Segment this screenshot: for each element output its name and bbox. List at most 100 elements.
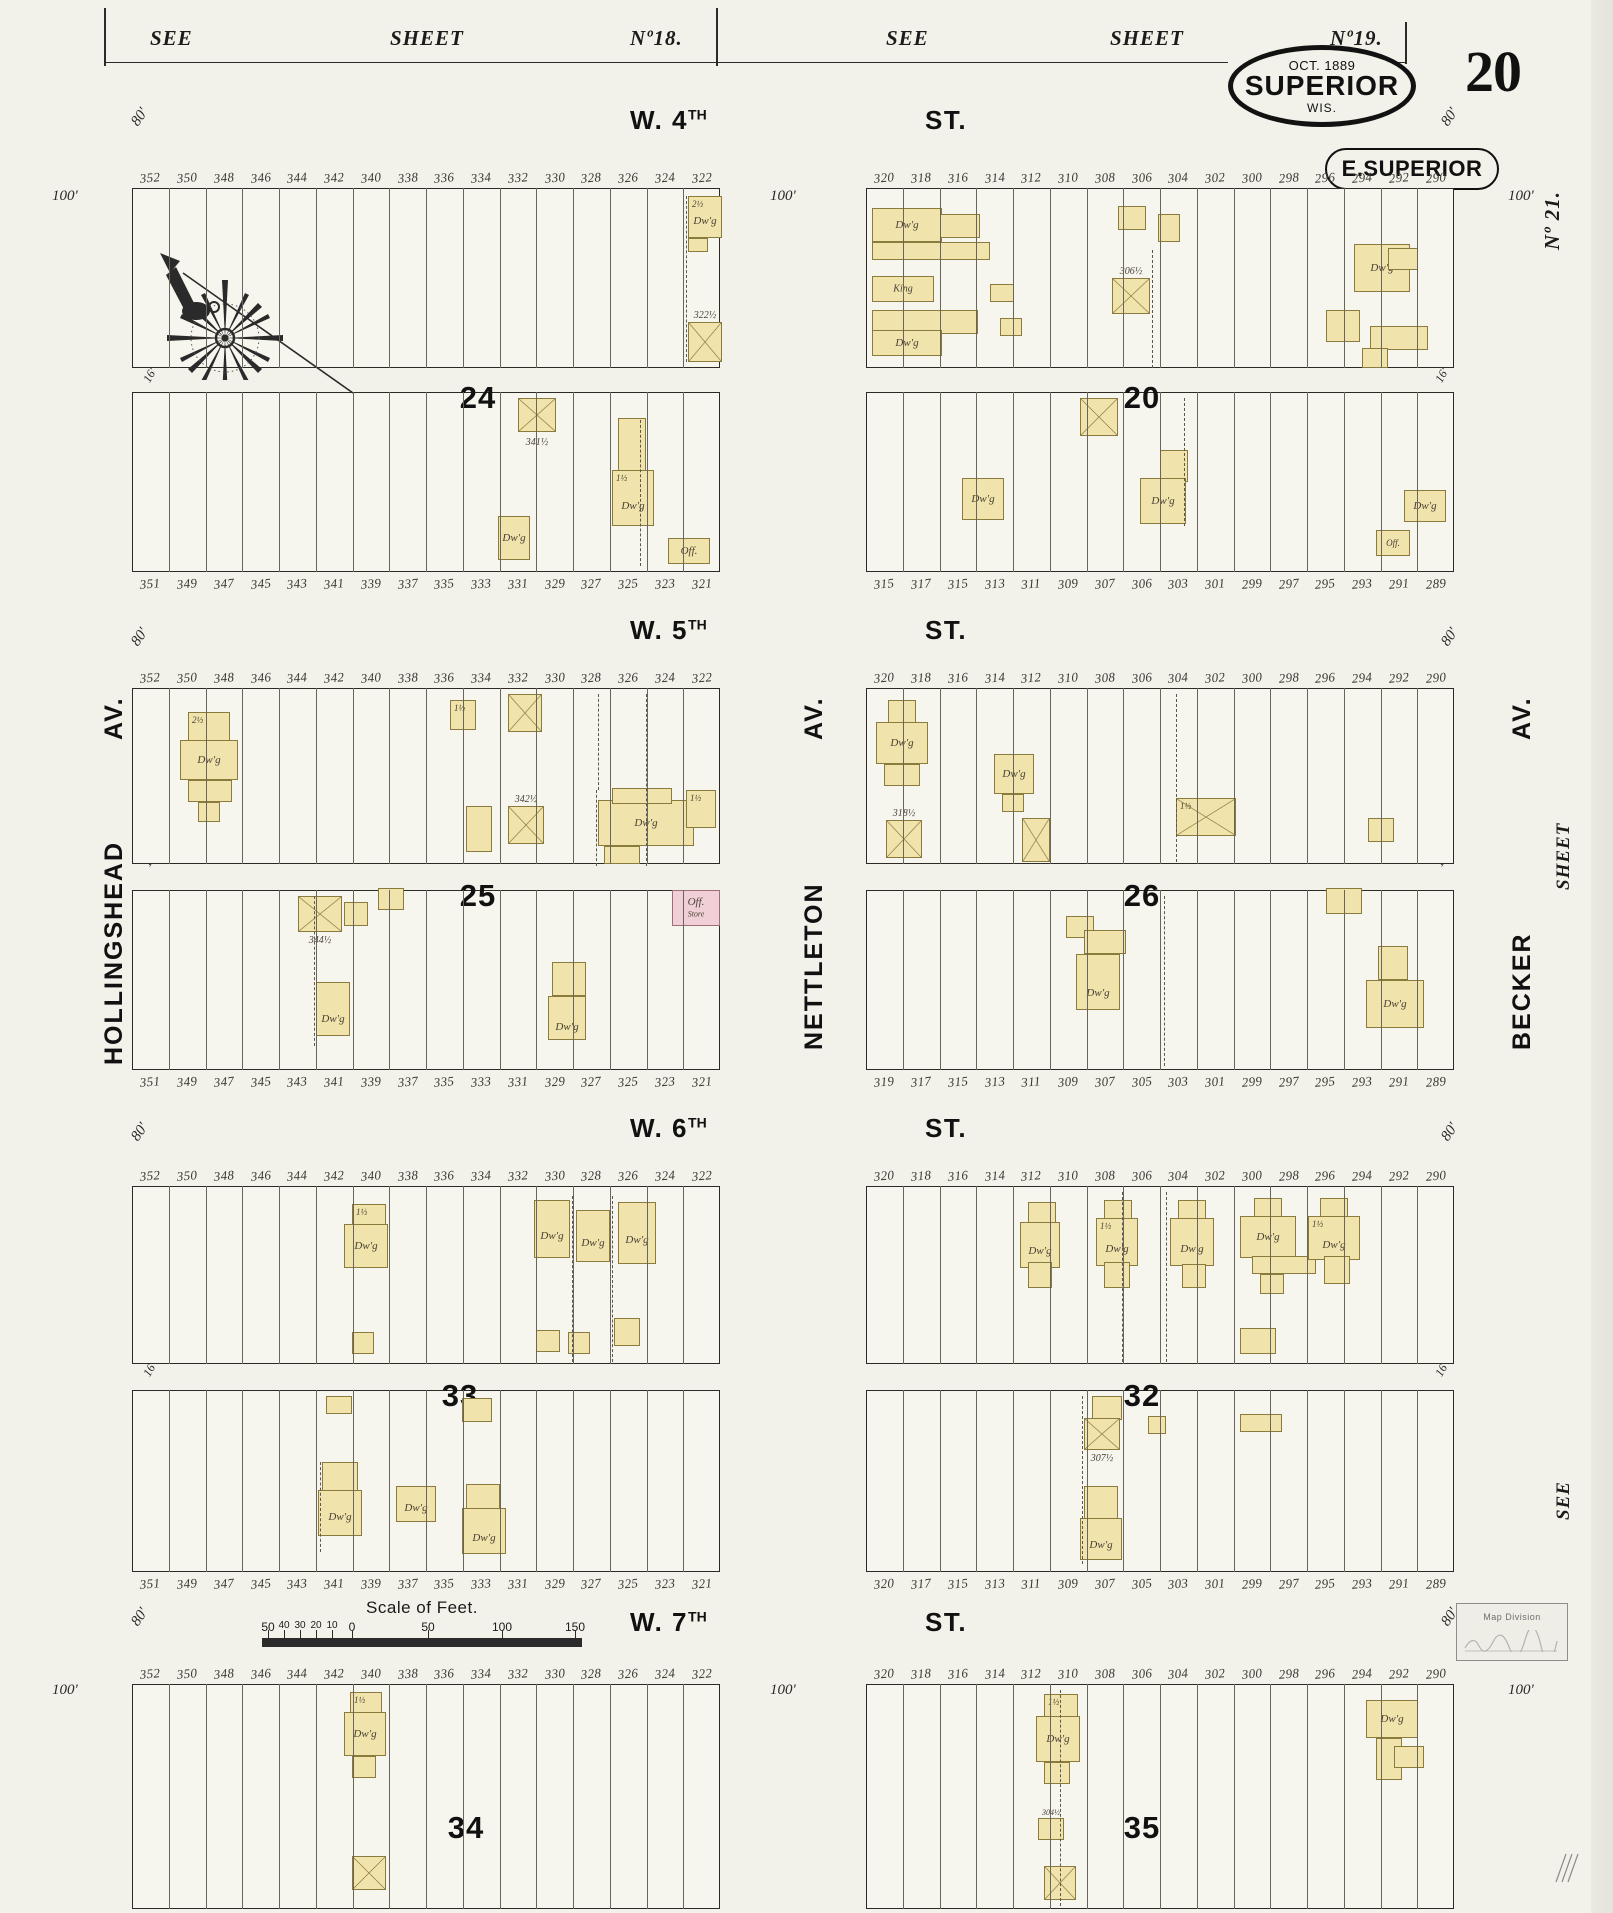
building-shed[interactable] — [614, 1318, 640, 1346]
building-dwelling[interactable]: 2½ Dw'g — [688, 196, 722, 238]
building-dwelling[interactable]: Dw'g — [1036, 1716, 1080, 1762]
lot-division-line — [976, 1186, 978, 1364]
building-dwelling[interactable]: Dw'g — [316, 982, 350, 1036]
building-wing[interactable] — [872, 242, 990, 260]
building-dwelling[interactable]: Dw'g — [1140, 478, 1186, 524]
building-shed[interactable] — [552, 962, 586, 996]
street-w6th-suffix: TH — [688, 1114, 707, 1131]
building-shed[interactable] — [536, 1330, 560, 1352]
lot-number: 307 — [1094, 1575, 1116, 1592]
lot-division-line — [1380, 688, 1382, 864]
building-dwelling[interactable]: Dw'g — [498, 516, 530, 560]
building-shed[interactable] — [1118, 206, 1146, 230]
building-shed[interactable] — [1148, 1416, 1166, 1434]
building-dwelling[interactable]: Dw'g — [1076, 954, 1120, 1010]
lot-number: 294 — [1351, 169, 1373, 186]
building-hatched-shed[interactable]: 322½ — [688, 310, 722, 362]
lot-division-line — [462, 890, 464, 1070]
building-dwelling[interactable]: Dw'g — [548, 996, 586, 1040]
building-wing[interactable] — [884, 764, 920, 786]
building-shed[interactable] — [1182, 1264, 1206, 1288]
building-wing[interactable] — [612, 788, 672, 804]
building-shed[interactable] — [466, 806, 492, 852]
lot-division-line — [315, 1390, 317, 1572]
building-shed[interactable]: 304½ — [1038, 1808, 1064, 1840]
building-shed[interactable] — [198, 802, 220, 822]
building-shed[interactable] — [352, 1332, 374, 1354]
building-dwelling[interactable]: Dw'g — [534, 1200, 570, 1258]
building-annex[interactable]: 1½ — [686, 790, 716, 828]
street-label-becker: BECKER — [1508, 932, 1536, 1050]
building-shed[interactable] — [352, 1756, 376, 1778]
building-dwelling[interactable]: Dw'g — [994, 754, 1034, 794]
building-dwelling[interactable]: Dw'g — [872, 208, 942, 242]
building-shed[interactable] — [1084, 1486, 1118, 1522]
lot-number: 339 — [360, 1575, 382, 1592]
building-dwelling[interactable]: Dw'g — [318, 1490, 362, 1536]
building-wing[interactable] — [1252, 1256, 1316, 1274]
building-hatched-shed[interactable] — [508, 694, 542, 732]
building-dwelling[interactable]: Dw'g — [1366, 980, 1424, 1028]
building-wing[interactable] — [188, 780, 232, 802]
lot-number: 328 — [580, 1665, 603, 1682]
building-shed[interactable] — [1260, 1274, 1284, 1294]
building-shed[interactable] — [1092, 1396, 1122, 1420]
building-shed[interactable] — [462, 1398, 492, 1422]
building-dwelling[interactable]: Dw'g — [962, 478, 1004, 520]
building-office-brick[interactable]: Off. Store — [672, 890, 720, 926]
lot-division-line — [205, 1390, 207, 1572]
building-dwelling[interactable]: Dw'g — [180, 740, 238, 780]
building-dwelling[interactable]: Dw'g — [872, 330, 942, 356]
building-shed[interactable] — [1394, 1746, 1424, 1768]
building-shed[interactable] — [990, 284, 1014, 302]
lot-division-line — [1270, 1390, 1272, 1572]
building-annex[interactable] — [1388, 248, 1418, 270]
building-hatched-shed[interactable]: 344½ — [298, 896, 342, 946]
lot-division-line — [1380, 1390, 1382, 1572]
building-shed[interactable] — [1326, 310, 1360, 342]
building-shed[interactable] — [326, 1396, 352, 1414]
building-dwelling[interactable]: Dw'g — [1404, 490, 1446, 522]
building-shed[interactable] — [888, 700, 916, 726]
building-shed[interactable] — [1378, 946, 1408, 980]
building-hatched-shed[interactable]: 307½ — [1084, 1418, 1120, 1464]
building-shed[interactable] — [378, 888, 404, 910]
building-dwelling[interactable]: 1½ Dw'g — [1308, 1216, 1360, 1260]
building-shed[interactable] — [1028, 1262, 1052, 1288]
building-office[interactable]: Off. — [668, 538, 710, 564]
building-hatched-shed[interactable]: 318½ — [886, 808, 922, 858]
building-dwelling[interactable]: Dw'g — [396, 1486, 436, 1522]
building-shed[interactable] — [1000, 318, 1022, 336]
building-hatched-warehouse[interactable]: 1½ — [1176, 798, 1236, 836]
building-dwelling[interactable]: Dw'g — [344, 1712, 386, 1756]
building-shed[interactable] — [1104, 1262, 1130, 1288]
building-dwelling[interactable]: Dw'g — [1170, 1218, 1214, 1266]
building-dwelling[interactable]: Dw'g — [618, 1202, 656, 1264]
lot-division-line — [683, 1390, 685, 1572]
building-hatched-shed[interactable] — [352, 1856, 386, 1890]
building-dwelling[interactable]: Dw'g — [576, 1210, 610, 1262]
building-dwelling[interactable]: Dw'g — [344, 1224, 388, 1268]
building-shed[interactable] — [604, 846, 640, 864]
building-shed[interactable] — [1240, 1328, 1276, 1354]
building-hatched-shed[interactable]: 342½ — [508, 794, 544, 844]
building-shed[interactable] — [688, 238, 708, 252]
lot-number: 306 — [1130, 575, 1153, 592]
building-dwelling[interactable]: 1½ Dw'g — [1096, 1218, 1138, 1266]
lot-number: 330 — [543, 669, 566, 686]
building-hatched-shed[interactable]: 306½ — [1112, 266, 1150, 314]
building-shed[interactable] — [1158, 214, 1180, 242]
building-dwelling[interactable]: Dw'g — [1366, 1700, 1418, 1738]
building-dwelling[interactable]: 1½ Dw'g — [612, 470, 654, 526]
lot-number: 336 — [433, 669, 456, 686]
building-annex[interactable] — [940, 214, 980, 238]
building-wing[interactable] — [1084, 930, 1126, 954]
building-wing[interactable] — [1240, 1414, 1282, 1432]
building-wing[interactable] — [1370, 326, 1428, 350]
building-shed[interactable] — [344, 902, 368, 926]
building-shed[interactable] — [1324, 1256, 1350, 1284]
building-shed[interactable] — [1044, 1762, 1070, 1784]
building-hatched-shed[interactable] — [1022, 818, 1050, 862]
building-shed[interactable] — [1362, 348, 1388, 368]
building-dwelling[interactable]: Dw'g — [1240, 1216, 1296, 1258]
